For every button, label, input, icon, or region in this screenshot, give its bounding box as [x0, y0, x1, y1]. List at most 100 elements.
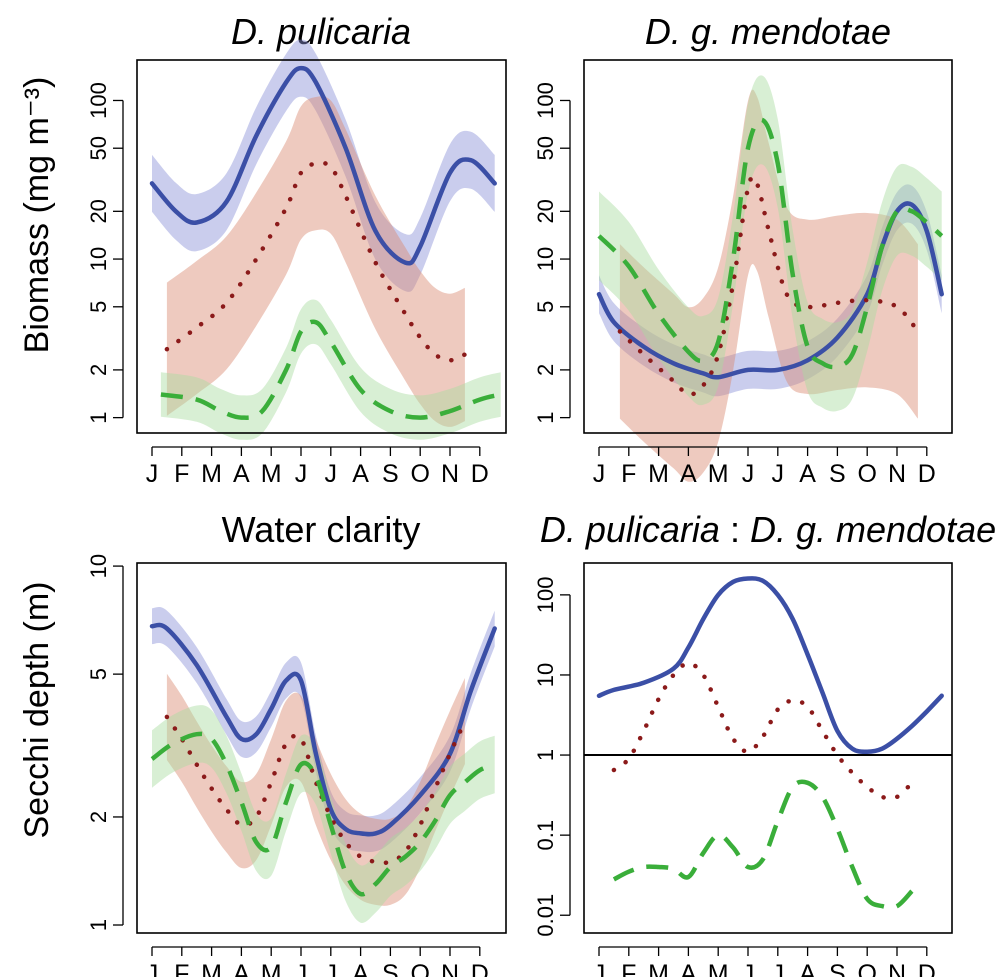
x-tick-label: M: [708, 960, 729, 977]
series-line-dotted: [611, 661, 915, 801]
x-tick-label: O: [857, 960, 876, 977]
panel-title-part: D. pulicaria: [231, 11, 411, 52]
y-axis-label-biomass: Biomass (mg m⁻³): [18, 77, 56, 354]
series-line-dashed: [612, 779, 914, 910]
y-tick-label: 0.1: [533, 820, 558, 851]
y-tick-label: 100: [86, 82, 111, 119]
x-tick-label: M: [648, 460, 669, 488]
x-tick-label: F: [621, 460, 636, 488]
series-line-dashed: [150, 731, 496, 897]
y-tick-label: 20: [86, 199, 111, 223]
confidence-band-dashed: [599, 75, 942, 412]
y-tick-label: 50: [533, 136, 558, 160]
x-tick-label: J: [772, 960, 785, 977]
x-tick-label: A: [233, 460, 250, 488]
x-tick-label: N: [441, 960, 459, 977]
x-tick-label: A: [680, 960, 697, 977]
y-tick-label: 0.01: [533, 894, 558, 937]
y-tick-label: 50: [86, 136, 111, 160]
x-tick-label: N: [888, 960, 906, 977]
confidence-band-dotted: [619, 89, 918, 482]
y-tick-label: 1: [533, 412, 558, 424]
y-tick-label: 1: [86, 412, 111, 424]
x-tick-label: D: [918, 460, 936, 488]
series-line-dashed: [597, 117, 944, 370]
x-tick-label: O: [410, 960, 429, 977]
y-tick-label: 100: [533, 577, 558, 614]
series-line-solid: [149, 622, 497, 837]
series-line-solid: [596, 576, 944, 754]
panel-title-part: Water clarity: [222, 509, 421, 550]
x-tick-label: M: [648, 960, 669, 977]
x-tick-label: J: [772, 460, 785, 488]
y-tick-label: 2: [86, 811, 111, 823]
x-tick-label: A: [352, 460, 369, 488]
x-tick-label: S: [382, 960, 399, 977]
x-tick-label: A: [352, 960, 369, 977]
confidence-band-dotted: [166, 673, 465, 906]
y-tick-label: 2: [86, 364, 111, 376]
y-tick-label: 100: [533, 82, 558, 119]
x-tick-label: S: [829, 460, 846, 488]
x-tick-label: J: [593, 460, 606, 488]
plot-frame: [583, 59, 953, 434]
panel-title: D. g. mendotae: [645, 11, 891, 52]
x-tick-label: M: [261, 460, 282, 488]
series-line-solid: [596, 201, 944, 380]
x-tick-label: F: [174, 960, 189, 977]
series-line-dotted: [164, 714, 468, 866]
x-tick-label: D: [471, 960, 489, 977]
x-tick-label: N: [441, 460, 459, 488]
panel-title-part: D. pulicaria: [540, 509, 720, 550]
y-tick-label: 2: [533, 364, 558, 376]
y-axis-label-secchi: Secchi depth (m): [18, 582, 56, 839]
plot-frame: [136, 562, 507, 934]
y-tick-label: 10: [86, 554, 111, 578]
x-tick-label: M: [708, 460, 729, 488]
x-tick-label: A: [680, 460, 697, 488]
series-line-solid: [149, 65, 497, 266]
panel-title-part: D. g. mendotae: [750, 509, 996, 550]
x-tick-label: J: [146, 460, 159, 488]
panel-title: D. pulicaria: [231, 11, 411, 52]
x-tick-label: J: [742, 460, 755, 488]
panel-title: D. pulicaria : D. g. mendotae: [540, 509, 996, 550]
x-tick-label: N: [888, 460, 906, 488]
panel-title: Water clarity: [222, 509, 421, 550]
x-tick-label: M: [201, 960, 222, 977]
y-tick-label: 20: [533, 199, 558, 223]
x-tick-label: M: [261, 960, 282, 977]
x-tick-label: J: [325, 960, 338, 977]
x-tick-label: J: [146, 960, 159, 977]
x-tick-label: O: [410, 460, 429, 488]
confidence-band-solid: [152, 39, 495, 292]
y-tick-label: 5: [86, 301, 111, 313]
series-line-dashed: [160, 319, 502, 420]
x-tick-label: F: [621, 960, 636, 977]
x-tick-label: A: [799, 460, 816, 488]
panel-title-part: D. g. mendotae: [645, 11, 891, 52]
x-tick-label: O: [857, 460, 876, 488]
confidence-band-dotted: [166, 96, 465, 427]
confidence-band-solid: [152, 607, 495, 853]
x-tick-label: J: [295, 960, 308, 977]
x-tick-label: J: [295, 460, 308, 488]
confidence-band-dashed: [152, 705, 495, 924]
x-tick-label: F: [174, 460, 189, 488]
x-tick-label: A: [233, 960, 250, 977]
x-tick-label: J: [325, 460, 338, 488]
x-tick-label: D: [471, 460, 489, 488]
y-tick-label: 1: [86, 919, 111, 931]
y-tick-label: 10: [86, 247, 111, 271]
x-tick-label: J: [593, 960, 606, 977]
y-tick-label: 10: [533, 247, 558, 271]
plot-frame: [136, 59, 507, 434]
y-tick-label: 10: [533, 663, 558, 687]
y-tick-label: 5: [86, 668, 111, 680]
x-tick-label: S: [829, 960, 846, 977]
x-tick-label: M: [201, 460, 222, 488]
